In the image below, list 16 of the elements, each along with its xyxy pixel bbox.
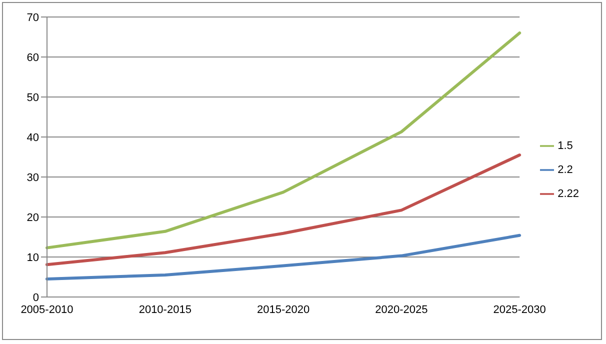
x-tick-label: 2020-2025	[375, 304, 428, 316]
y-tick-label: 20	[26, 212, 39, 224]
x-tick-label: 2025-2030	[493, 304, 546, 316]
y-tick-label: 10	[26, 252, 39, 264]
y-tick-label: 50	[26, 92, 39, 104]
x-tick-label: 2010-2015	[138, 304, 192, 316]
y-tick-label: 60	[26, 52, 39, 64]
y-tick-label: 0	[32, 292, 39, 304]
y-tick-label: 40	[26, 132, 39, 144]
y-tick-label: 30	[26, 172, 39, 184]
x-tick-label: 2015-2020	[256, 304, 310, 316]
legend-label: 1.5	[558, 140, 573, 152]
y-tick-label: 70	[26, 12, 39, 24]
x-tick-label: 2005-2010	[20, 304, 74, 316]
legend-label: 2.2	[558, 164, 573, 176]
legend-label: 2.22	[558, 188, 579, 200]
